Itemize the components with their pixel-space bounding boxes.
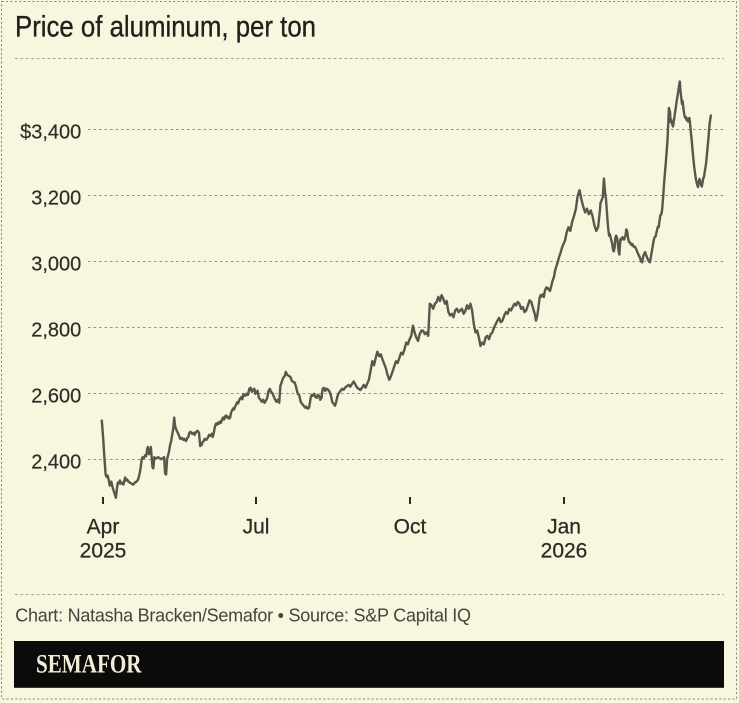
- svg-text:Jul: Jul: [243, 516, 270, 539]
- svg-text:$3,400: $3,400: [20, 121, 81, 143]
- svg-text:3,200: 3,200: [31, 187, 81, 209]
- svg-text:2026: 2026: [541, 539, 588, 562]
- svg-text:Jan: Jan: [547, 516, 581, 539]
- svg-text:2,600: 2,600: [31, 385, 81, 407]
- svg-text:Oct: Oct: [394, 516, 427, 539]
- svg-text:3,000: 3,000: [31, 253, 81, 275]
- svg-text:Chart: Natasha Bracken/Semafor: Chart: Natasha Bracken/Semafor • Source:…: [15, 606, 471, 626]
- svg-text:2025: 2025: [80, 539, 127, 562]
- svg-text:Apr: Apr: [87, 516, 120, 539]
- svg-text:2,400: 2,400: [31, 451, 81, 473]
- svg-text:2,800: 2,800: [31, 319, 81, 341]
- svg-text:Price of aluminum, per ton: Price of aluminum, per ton: [15, 11, 316, 44]
- svg-text:SEMAFOR: SEMAFOR: [36, 650, 142, 679]
